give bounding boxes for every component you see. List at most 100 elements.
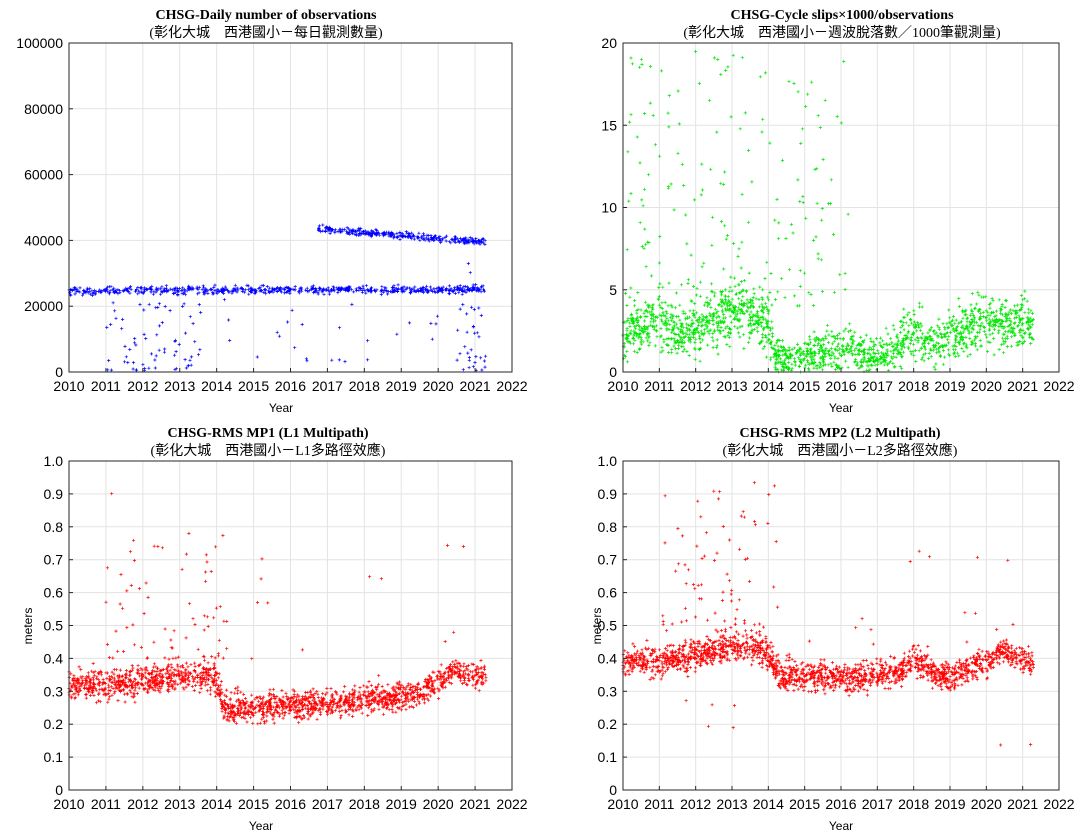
y-tick-label: 0.6 [44, 585, 64, 601]
y-tick-label: 0.2 [44, 716, 64, 732]
x-tick-label: 2019 [934, 378, 965, 394]
x-axis-label: Year [829, 819, 853, 833]
y-tick-label: 0.3 [44, 683, 64, 699]
data-points [67, 492, 488, 726]
x-tick-label: 2014 [201, 796, 232, 812]
x-tick-label: 2022 [496, 378, 527, 394]
y-tick-label: 0 [609, 782, 617, 798]
axis-ticks: 2010 2011 2012 2013 2014 2015 2016 2017 2018 2019… [601, 35, 1074, 394]
y-tick-label: 10 [601, 200, 617, 216]
x-tick-label: 2015 [238, 796, 269, 812]
chart-rms-mp1: CHSG-RMS MP1 (L1 Multipath) (彰化大城 西港國小－L… [21, 426, 528, 833]
chart-cycle-slips: CHSG-Cycle slips×1000/observations (彰化大城… [601, 8, 1074, 415]
x-axis-label: Year [829, 401, 853, 415]
x-tick-label: 2016 [825, 796, 856, 812]
x-axis-label: Year [249, 819, 273, 833]
y-tick-label: 0.5 [598, 618, 618, 634]
grid [68, 42, 513, 373]
x-tick-label: 2021 [460, 378, 491, 394]
x-tick-label: 2022 [1043, 796, 1074, 812]
x-tick-label: 2021 [1007, 796, 1038, 812]
y-tick-label: 1.0 [44, 453, 64, 469]
grid [68, 460, 513, 791]
y-tick-label: 0 [55, 782, 63, 798]
x-tick-label: 2013 [716, 796, 747, 812]
x-tick-label: 2016 [275, 796, 306, 812]
y-tick-label: 0.9 [44, 486, 64, 502]
x-tick-label: 2018 [349, 378, 380, 394]
x-tick-label: 2017 [312, 378, 343, 394]
x-tick-label: 2015 [789, 796, 820, 812]
y-tick-label: 15 [601, 117, 617, 133]
chart-subtitle: (彰化大城 西港國小－L2多路徑效應) [723, 442, 958, 459]
x-tick-label: 2011 [91, 378, 121, 394]
plus-markers [67, 223, 488, 372]
x-tick-label: 2018 [349, 796, 380, 812]
y-tick-label: 20000 [24, 298, 63, 314]
x-tick-label: 2021 [1007, 378, 1038, 394]
y-tick-label: 0.8 [598, 519, 618, 535]
x-tick-label: 2013 [164, 378, 195, 394]
chart-title: CHSG-Cycle slips×1000/observations [730, 8, 954, 23]
y-tick-label: 20 [601, 35, 617, 51]
x-tick-label: 2020 [423, 378, 454, 394]
x-tick-label: 2015 [238, 378, 269, 394]
chart-title: CHSG-RMS MP2 (L2 Multipath) [739, 426, 940, 441]
chart-title: CHSG-Daily number of observations [155, 8, 377, 23]
x-tick-label: 2022 [496, 796, 527, 812]
y-tick-label: 0.8 [44, 519, 64, 535]
chart-title: CHSG-RMS MP1 (L1 Multipath) [167, 426, 368, 441]
y-tick-label: 1.0 [598, 453, 618, 469]
x-tick-label: 2017 [862, 796, 893, 812]
x-tick-label: 2013 [716, 378, 747, 394]
x-tick-label: 2010 [53, 796, 84, 812]
x-tick-label: 2019 [386, 378, 417, 394]
x-tick-label: 2011 [644, 796, 674, 812]
y-tick-label: 0.4 [44, 650, 64, 666]
x-tick-label: 2016 [275, 378, 306, 394]
chart-subtitle: (彰化大城 西港國小－L1多路徑效應) [151, 442, 386, 459]
x-tick-label: 2020 [971, 378, 1002, 394]
x-tick-label: 2010 [53, 378, 84, 394]
x-tick-label: 2011 [644, 378, 674, 394]
data-points [621, 49, 1035, 374]
x-tick-label: 2017 [312, 796, 343, 812]
y-tick-label: 0 [609, 364, 617, 380]
x-tick-label: 2012 [680, 378, 711, 394]
y-tick-label: 5 [609, 282, 617, 298]
plus-markers [621, 49, 1035, 374]
data-points [67, 223, 488, 372]
x-tick-label: 2012 [127, 378, 158, 394]
x-tick-label: 2010 [607, 378, 638, 394]
y-tick-label: 0.7 [44, 552, 64, 568]
x-axis-label: Year [269, 401, 293, 415]
grid [622, 42, 1060, 373]
x-tick-label: 2020 [423, 796, 454, 812]
chart-subtitle: (彰化大城 西港國小－週波脫落數／1000筆觀測量) [683, 24, 1001, 41]
x-tick-label: 2011 [91, 796, 121, 812]
y-tick-label: 0.1 [598, 749, 618, 765]
x-tick-label: 2012 [680, 796, 711, 812]
x-tick-label: 2019 [934, 796, 965, 812]
y-tick-label: 40000 [24, 232, 63, 248]
y-tick-label: 0.5 [44, 618, 64, 634]
y-tick-label: 60000 [24, 167, 63, 183]
x-tick-label: 2018 [898, 378, 929, 394]
x-tick-label: 2013 [164, 796, 195, 812]
y-axis-label: meters [21, 608, 35, 645]
x-tick-label: 2012 [127, 796, 158, 812]
x-tick-label: 2014 [201, 378, 232, 394]
chart-daily-observations: CHSG-Daily number of observations (彰化大城 … [16, 8, 527, 415]
y-axis-label: meters [590, 608, 604, 645]
y-tick-label: 0.9 [598, 486, 618, 502]
x-tick-label: 2010 [607, 796, 638, 812]
y-tick-label: 0.1 [44, 749, 64, 765]
y-tick-label: 0.4 [598, 650, 618, 666]
y-tick-label: 0.3 [598, 683, 618, 699]
x-tick-label: 2014 [753, 796, 784, 812]
y-tick-label: 0 [55, 364, 63, 380]
axis-ticks: 2010 2011 2012 2013 2014 2015 2016 2017 2018 2019… [598, 453, 1075, 812]
plus-markers [621, 481, 1035, 747]
x-tick-label: 2016 [825, 378, 856, 394]
y-tick-label: 0.2 [598, 716, 618, 732]
